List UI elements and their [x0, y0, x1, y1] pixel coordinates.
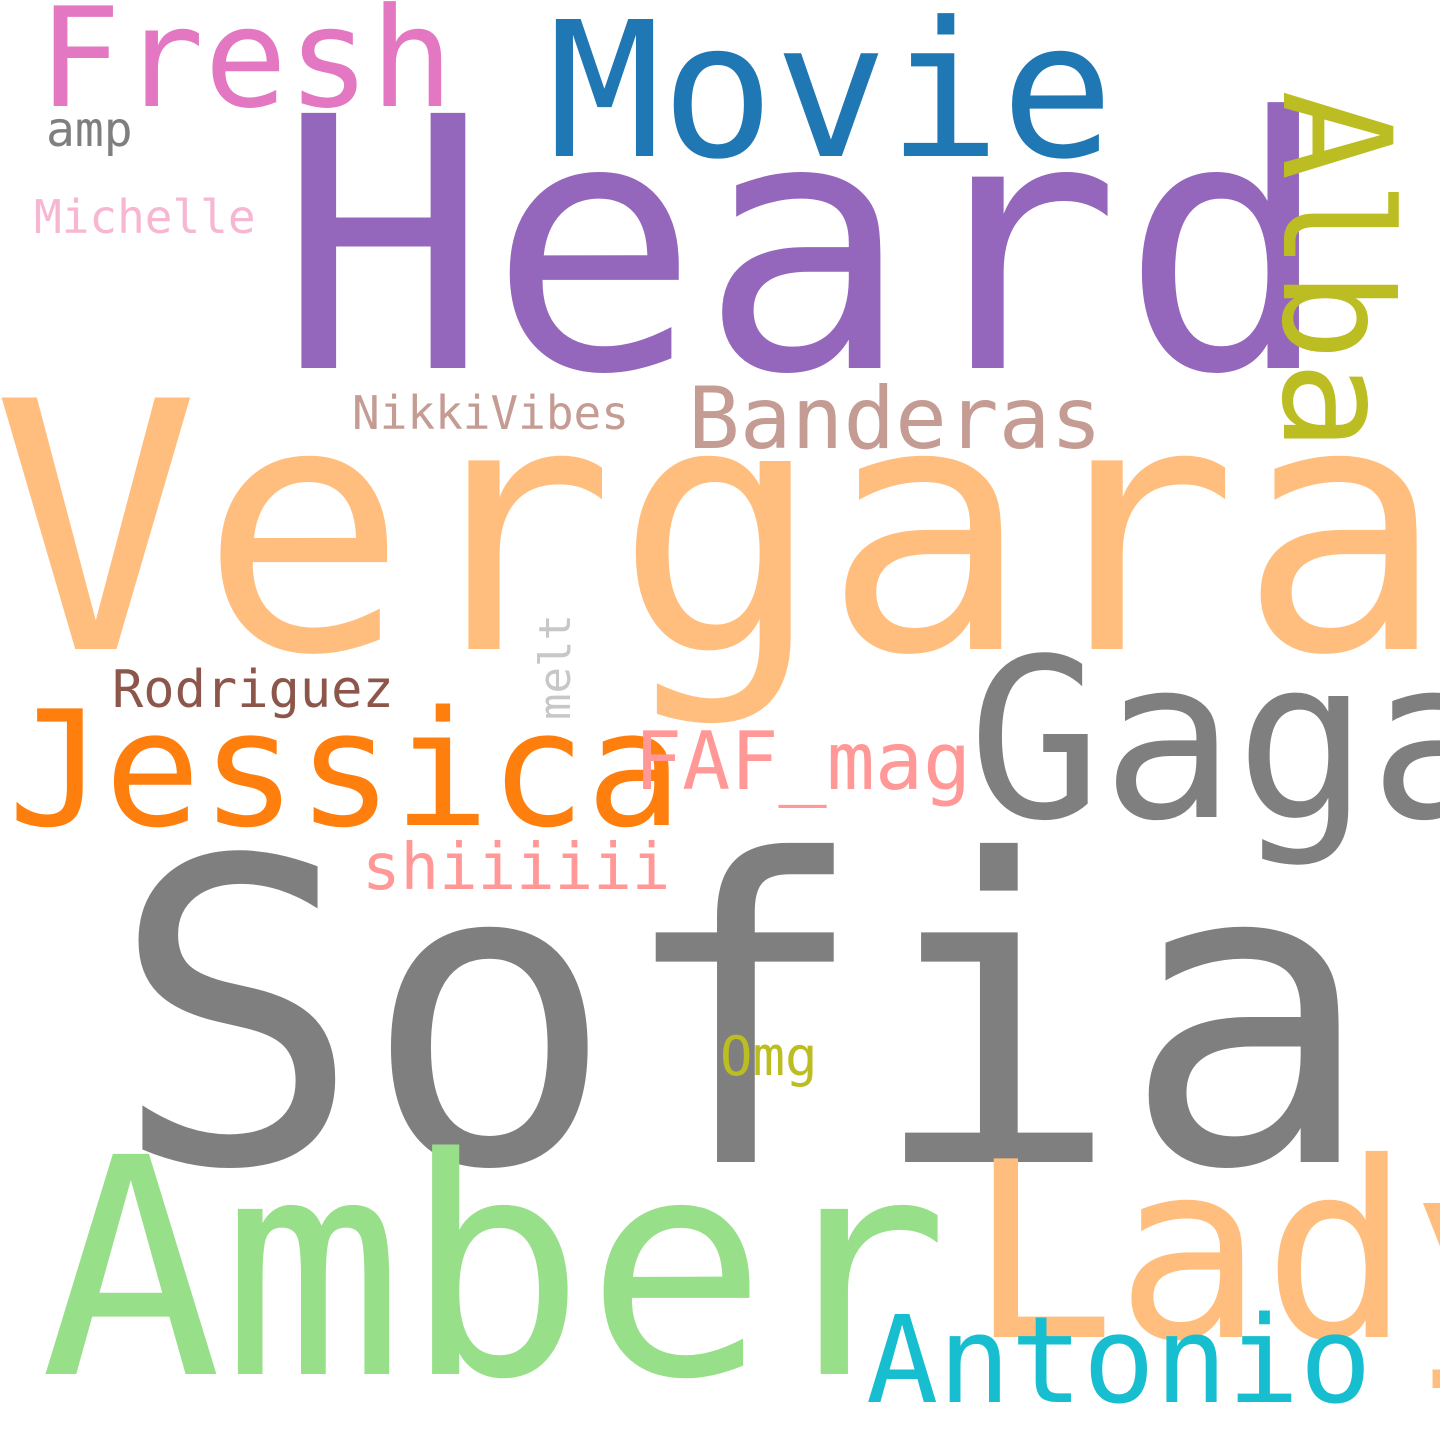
word-vergara: Vergara: [0, 330, 1440, 731]
word-fresh: Fresh: [38, 0, 454, 139]
word-heard: Heard: [278, 43, 1332, 451]
word-antonio: Antonio: [866, 1292, 1372, 1431]
word-michelle: Michelle: [34, 190, 256, 244]
word-nikkivibes: NikkiVibes: [352, 386, 629, 440]
word-alba: Alba: [1248, 90, 1422, 452]
word-amber: Amber: [40, 1095, 950, 1440]
word-jessica: Jessica: [8, 676, 683, 863]
word-gaga: Gaga: [968, 612, 1440, 870]
word-banderas: Banderas: [688, 369, 1103, 469]
word-omg: Omg: [720, 1025, 818, 1088]
word-rodriguez: Rodriguez: [112, 660, 394, 720]
word-faf-mag: FAF_mag: [634, 715, 972, 808]
word-melt: melt: [530, 614, 581, 720]
word-amp: amp: [46, 102, 133, 158]
word-shiiiiii: shiiiiii: [362, 831, 671, 905]
word-lady: Lady: [968, 1110, 1440, 1395]
word-sofia: Sofia: [110, 773, 1375, 1262]
word-movie: Movie: [548, 0, 1114, 201]
